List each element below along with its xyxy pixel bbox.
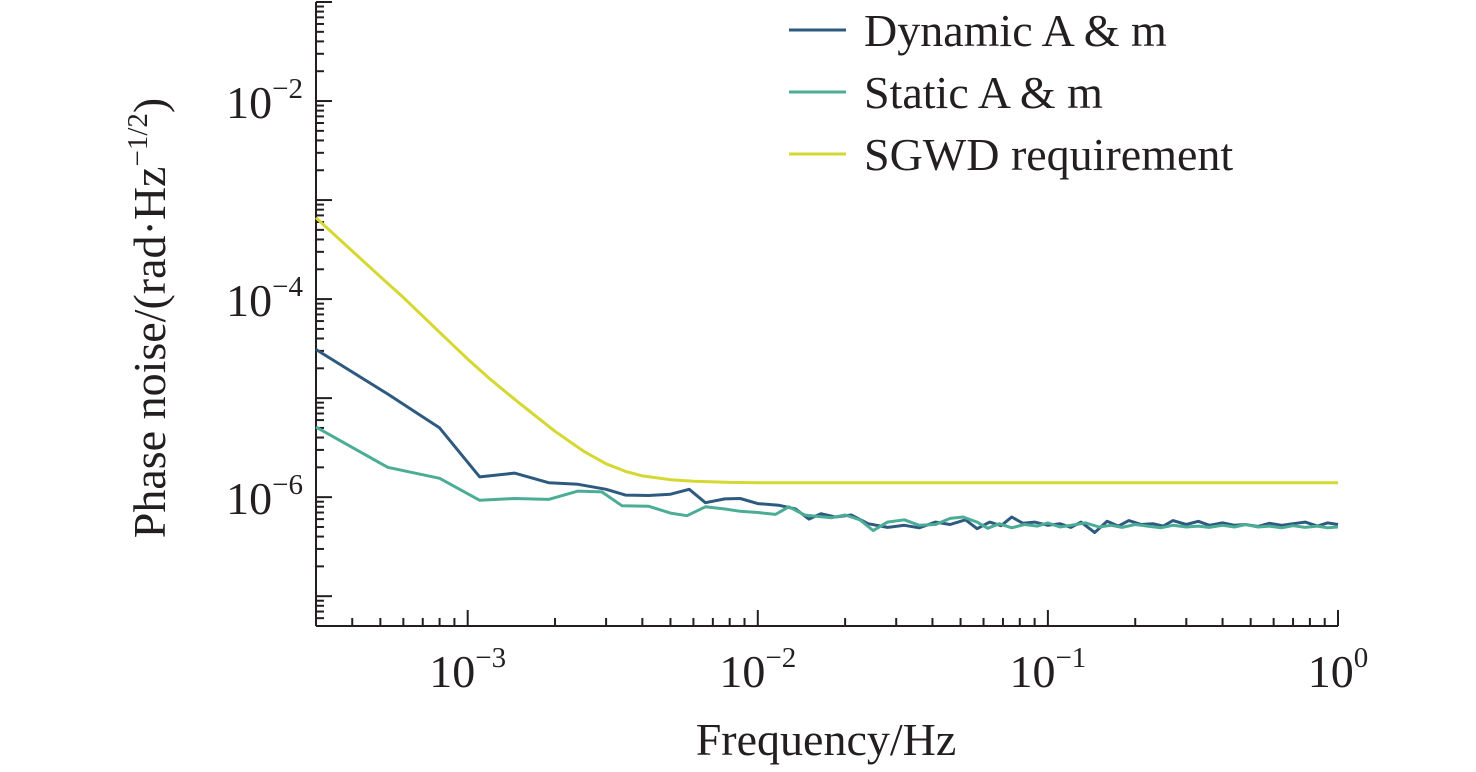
legend-label: Dynamic A & m <box>864 5 1167 56</box>
y-axis-label: Phase noise/(rad·Hz−1/2) <box>122 98 175 538</box>
y-axis-label-exponent: −1/2 <box>122 113 154 166</box>
y-tick-label: 10−6 <box>226 469 303 524</box>
major-ticks <box>316 1 1339 626</box>
y-axis-label-suffix: ) <box>124 98 175 113</box>
x-tick-label: 10−1 <box>1009 642 1086 697</box>
y-tick-labels: 10−6 10−4 10−2 <box>226 73 303 524</box>
legend-item: Dynamic A & m <box>789 5 1167 56</box>
legend-label: SGWD requirement <box>864 129 1233 180</box>
x-tick-label: 10−3 <box>429 642 506 697</box>
legend-label: Static A & m <box>864 67 1103 118</box>
x-tick-label: 100 <box>1308 642 1369 697</box>
x-tick-labels: 10−3 10−2 10−1 100 <box>429 642 1368 697</box>
x-tick-label: 10−2 <box>719 642 796 697</box>
plot-lines <box>314 216 1339 534</box>
legend-item: Static A & m <box>789 67 1103 118</box>
legend: Dynamic A & m Static A & m SGWD requiremen… <box>789 5 1233 180</box>
y-axis-label-main: Phase noise/(rad·Hz <box>124 167 175 539</box>
y-tick-label: 10−4 <box>226 271 303 326</box>
series-line-dynamic-a-m <box>315 348 1339 534</box>
y-tick-label: 10−2 <box>226 73 303 128</box>
series-line-static-a-m <box>315 425 1339 533</box>
minor-ticks <box>315 5 1326 627</box>
legend-item: SGWD requirement <box>789 129 1233 180</box>
series-line-sgwd-requirement <box>314 216 1338 485</box>
x-axis-label: Frequency/Hz <box>696 714 957 765</box>
